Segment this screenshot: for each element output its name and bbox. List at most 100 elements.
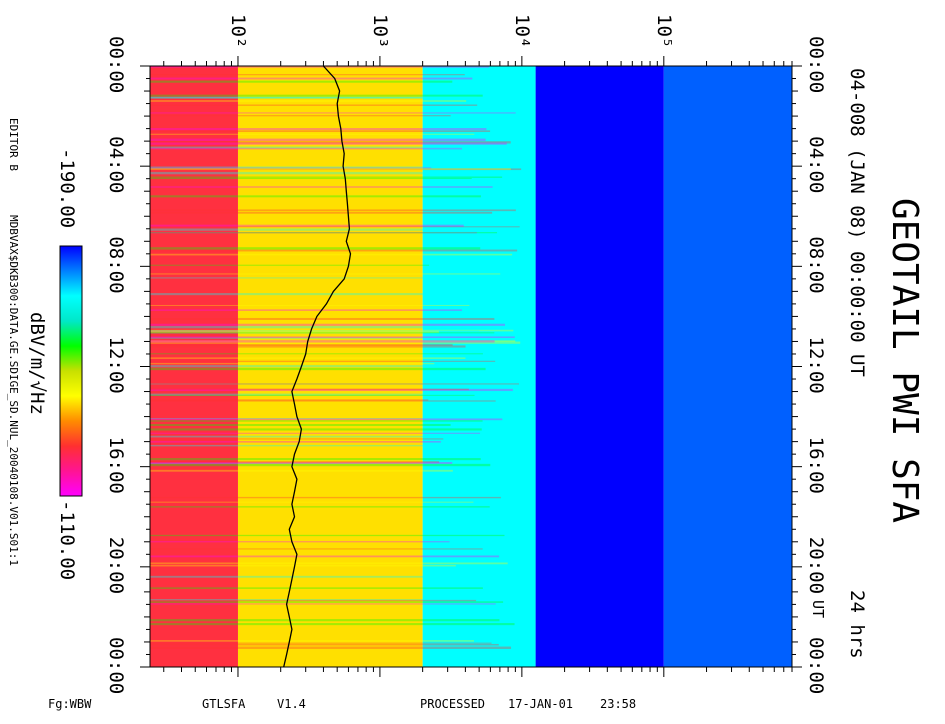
streak [150,462,516,465]
streak [150,171,434,175]
streak [150,167,432,169]
footer-processed-time: 23:58 [600,697,637,711]
y-tick-label-right: 20:00 [805,537,827,594]
streak [150,66,490,68]
streak [150,562,508,565]
streak [150,138,486,142]
footer-program: GTLSFA [202,697,246,711]
streak [150,383,484,385]
streak [150,304,470,306]
streak [150,325,504,329]
streak [150,141,511,144]
streak [150,603,496,605]
y-tick-label-right: 16:00 [805,437,827,494]
chart-subtitle: 04-008 (JAN 08) 00:00:00 UT [846,68,868,377]
streak [150,247,481,250]
streak [150,388,469,391]
streak [150,130,491,133]
streak [150,232,498,234]
streak [150,506,490,508]
streak [150,337,508,339]
streak [150,166,424,169]
footer-version: V1.4 [277,697,306,711]
band-3 [535,66,664,667]
streak [150,293,518,296]
y-tick-label-left: 16:00 [105,437,127,494]
streak [150,253,513,256]
x-tick-label: 10⁴ [511,14,533,48]
streak [150,96,477,99]
right-axis-unit-label: UT [809,600,827,619]
duration-label: 24 hrs [846,590,868,659]
streak [150,501,474,503]
streak [150,441,441,443]
streak [150,100,467,102]
y-tick-label-right: 12:00 [805,337,827,394]
streak [150,340,495,343]
streak [150,226,520,228]
streak [150,329,514,332]
streak [150,601,504,603]
streak [150,344,453,346]
y-tick-label-right: 00:00 [805,36,827,93]
streak [150,336,515,339]
streak [150,623,515,626]
streak [150,393,522,396]
y-tick-label-left: 00:00 [105,637,127,694]
band-2 [422,66,536,667]
footer-processed: PROCESSED [420,697,486,711]
streak [150,435,485,438]
streak [150,330,480,332]
colorbar [59,245,83,497]
chart-title: GEOTAIL PWI SFA [884,198,925,524]
streak [150,317,495,320]
streak [150,340,516,343]
streak [150,496,501,499]
streak [150,195,481,198]
y-tick-label-right: 08:00 [805,236,827,293]
streak [150,555,500,558]
streak [150,383,519,385]
streak [150,177,472,180]
x-tick-label: 10⁵ [653,14,675,48]
streak [150,80,453,83]
streak [150,264,430,266]
streak [150,432,481,434]
band-0 [150,66,238,667]
streak [150,133,475,135]
streak [150,399,429,401]
streak [150,360,496,362]
streak [150,642,492,644]
y-tick-label-right: 04:00 [805,136,827,193]
streak [150,640,474,642]
streak [150,469,453,472]
colorbar-min-label: -190.00 [56,148,78,229]
streak [150,345,466,348]
streak [150,400,496,402]
streak [150,548,483,550]
y-tick-label-right: 00:00 [805,637,827,694]
streak [150,438,444,440]
streak [150,147,463,150]
band-4 [663,66,792,667]
streak [150,277,477,279]
streak [150,224,464,227]
streak [150,365,506,368]
streak [150,367,486,371]
streak [150,646,512,649]
streak [150,420,483,422]
streak [150,211,493,214]
streak [150,231,477,234]
band-1 [237,66,423,667]
streak [150,186,493,188]
streak [150,599,477,602]
streak [150,273,501,275]
streak [150,168,522,171]
streak [150,418,486,420]
streak [150,94,483,97]
y-tick-label-left: 00:00 [105,36,127,93]
streak [150,463,491,467]
streak [150,209,516,212]
